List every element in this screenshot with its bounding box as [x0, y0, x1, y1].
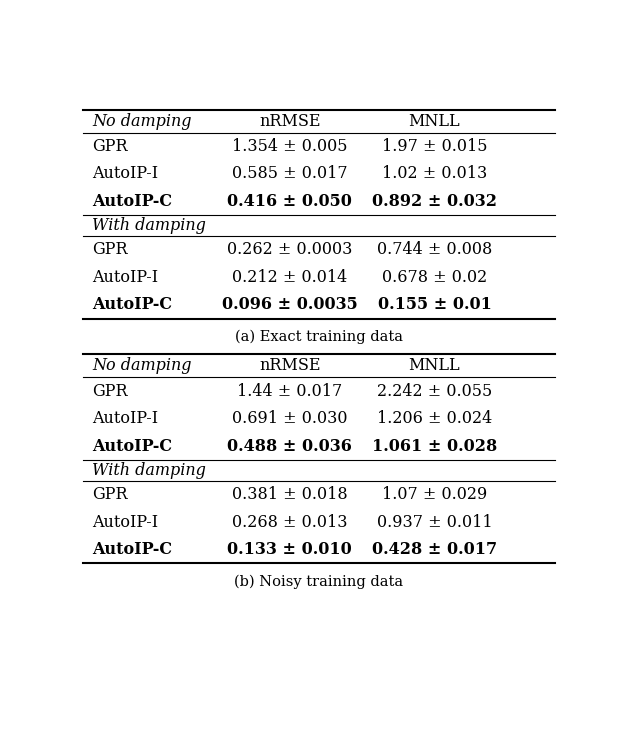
Text: 0.585 ± 0.017: 0.585 ± 0.017 [232, 166, 348, 183]
Text: 1.07 ± 0.029: 1.07 ± 0.029 [382, 486, 487, 503]
Text: AutoIP-I: AutoIP-I [92, 410, 159, 427]
Text: 1.206 ± 0.024: 1.206 ± 0.024 [377, 410, 492, 427]
Text: With damping: With damping [92, 462, 206, 479]
Text: 0.155 ± 0.01: 0.155 ± 0.01 [378, 296, 491, 313]
Text: GPR: GPR [92, 383, 128, 400]
Text: 0.262 ± 0.0003: 0.262 ± 0.0003 [227, 241, 353, 258]
Text: AutoIP-C: AutoIP-C [92, 296, 172, 313]
Text: 1.354 ± 0.005: 1.354 ± 0.005 [232, 138, 348, 155]
Text: No damping: No damping [92, 113, 192, 130]
Text: 0.937 ± 0.011: 0.937 ± 0.011 [377, 513, 492, 530]
Text: AutoIP-C: AutoIP-C [92, 193, 172, 210]
Text: AutoIP-C: AutoIP-C [92, 438, 172, 455]
Text: 0.678 ± 0.02: 0.678 ± 0.02 [382, 269, 487, 286]
Text: 0.133 ± 0.010: 0.133 ± 0.010 [228, 541, 352, 558]
Text: No damping: No damping [92, 357, 192, 374]
Text: (a) Exact training data: (a) Exact training data [234, 330, 403, 345]
Text: 1.44 ± 0.017: 1.44 ± 0.017 [237, 383, 343, 400]
Text: With damping: With damping [92, 217, 206, 234]
Text: GPR: GPR [92, 241, 128, 258]
Text: 0.096 ± 0.0035: 0.096 ± 0.0035 [222, 296, 358, 313]
Text: 0.212 ± 0.014: 0.212 ± 0.014 [232, 269, 348, 286]
Text: 0.691 ± 0.030: 0.691 ± 0.030 [232, 410, 348, 427]
Text: 2.242 ± 0.055: 2.242 ± 0.055 [377, 383, 492, 400]
Text: MNLL: MNLL [409, 357, 460, 374]
Text: 0.381 ± 0.018: 0.381 ± 0.018 [232, 486, 348, 503]
Text: nRMSE: nRMSE [259, 357, 320, 374]
Text: AutoIP-I: AutoIP-I [92, 269, 159, 286]
Text: AutoIP-I: AutoIP-I [92, 513, 159, 530]
Text: 1.97 ± 0.015: 1.97 ± 0.015 [382, 138, 487, 155]
Text: MNLL: MNLL [409, 113, 460, 130]
Text: 0.428 ± 0.017: 0.428 ± 0.017 [372, 541, 497, 558]
Text: 0.892 ± 0.032: 0.892 ± 0.032 [372, 193, 497, 210]
Text: 0.488 ± 0.036: 0.488 ± 0.036 [228, 438, 352, 455]
Text: nRMSE: nRMSE [259, 113, 320, 130]
Text: 0.744 ± 0.008: 0.744 ± 0.008 [377, 241, 492, 258]
Text: 0.268 ± 0.013: 0.268 ± 0.013 [232, 513, 348, 530]
Text: 0.416 ± 0.050: 0.416 ± 0.050 [228, 193, 352, 210]
Text: AutoIP-I: AutoIP-I [92, 166, 159, 183]
Text: GPR: GPR [92, 486, 128, 503]
Text: 1.061 ± 0.028: 1.061 ± 0.028 [372, 438, 497, 455]
Text: GPR: GPR [92, 138, 128, 155]
Text: 1.02 ± 0.013: 1.02 ± 0.013 [382, 166, 487, 183]
Text: AutoIP-C: AutoIP-C [92, 541, 172, 558]
Text: (b) Noisy training data: (b) Noisy training data [234, 574, 403, 589]
